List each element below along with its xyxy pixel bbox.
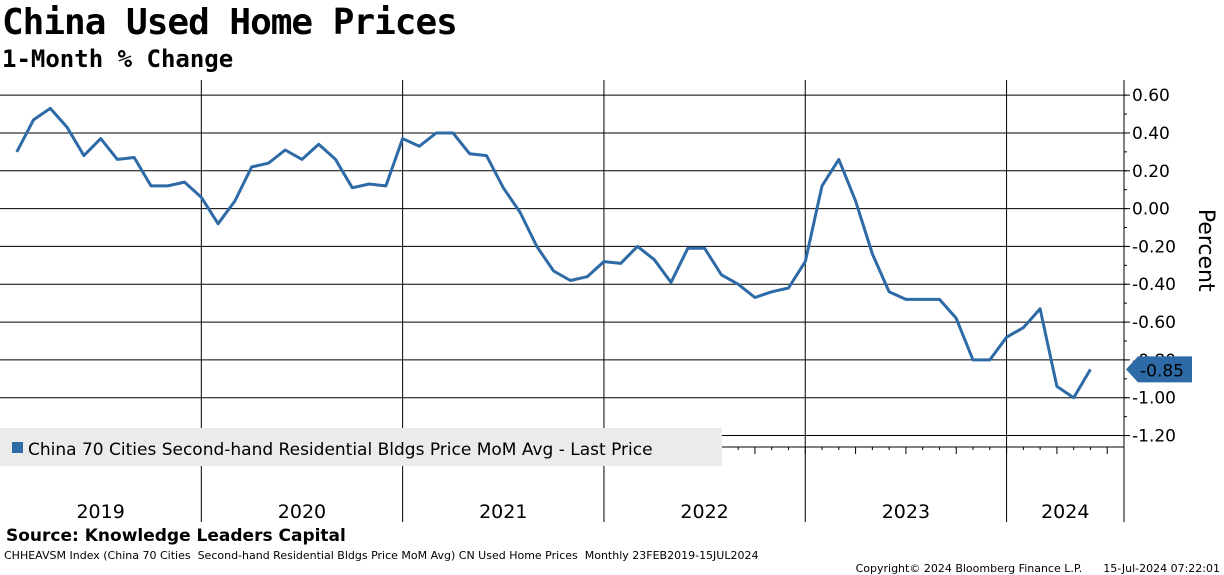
line-chart: 0.600.400.200.00-0.20-0.40-0.60-0.80-1.0… — [0, 80, 1218, 523]
y-tick-label: 0.20 — [1132, 162, 1170, 182]
x-year-label: 2023 — [882, 501, 930, 523]
footer-timestamp: 15-Jul-2024 07:22:01 — [1103, 562, 1220, 575]
y-tick-label: -0.60 — [1132, 313, 1176, 333]
x-year-label: 2020 — [278, 501, 326, 523]
y-axis-ticks: 0.600.400.200.00-0.20-0.40-0.60-0.80-1.0… — [1123, 80, 1176, 522]
last-value-badge — [1126, 356, 1192, 383]
y-tick-label: -1.00 — [1132, 389, 1176, 409]
y-tick-label: 0.60 — [1132, 86, 1170, 106]
legend-swatch — [12, 442, 23, 453]
footer-copyright: Copyright© 2024 Bloomberg Finance L.P. — [855, 562, 1083, 575]
legend-background — [0, 428, 722, 466]
footer-index-description: CHHEAVSM Index (China 70 Cities Second-h… — [4, 549, 759, 562]
series-line — [15, 106, 1092, 400]
chart-title: China Used Home Prices — [2, 2, 458, 43]
y-tick-label: -0.20 — [1132, 237, 1176, 257]
y-tick-label: 0.40 — [1132, 124, 1170, 144]
chart-subtitle: 1-Month % Change — [2, 45, 234, 73]
y-tick-label: 0.00 — [1132, 200, 1170, 220]
last-value-label: -0.85 — [1140, 361, 1184, 381]
legend: China 70 Cities Second-hand Residential … — [0, 428, 722, 466]
x-axis-year-labels: 2019 2020 2021 2022 2023 2024 — [0, 447, 1125, 523]
x-year-label: 2019 — [76, 501, 124, 523]
x-year-label: 2024 — [1041, 501, 1089, 523]
x-year-label: 2022 — [680, 501, 728, 523]
y-tick-label: -1.20 — [1132, 427, 1176, 447]
last-value-marker: -0.85 — [1126, 356, 1192, 383]
x-year-label: 2021 — [479, 501, 527, 523]
source-note: Source: Knowledge Leaders Capital — [6, 526, 346, 546]
legend-label: China 70 Cities Second-hand Residential … — [28, 440, 653, 460]
footer-copyright-timestamp: Copyright© 2024 Bloomberg Finance L.P. 1… — [849, 549, 1220, 575]
y-tick-label: -0.40 — [1132, 275, 1176, 295]
y-axis-title: Percent — [1193, 209, 1218, 292]
